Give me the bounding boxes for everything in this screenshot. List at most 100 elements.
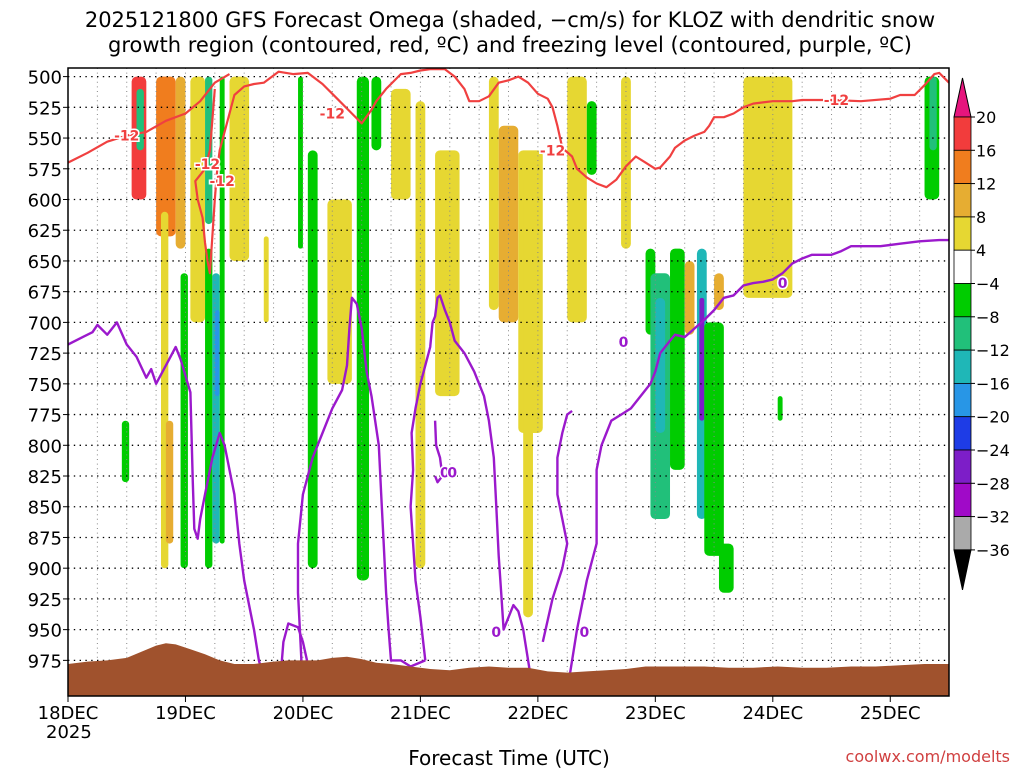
colorbar-tick-label: −24 <box>976 441 1010 460</box>
freezing-level-contour-line <box>296 296 426 692</box>
plot-frame <box>67 67 950 697</box>
omega-region <box>699 297 705 421</box>
colorbar-tick-label: 4 <box>976 241 986 260</box>
colorbar-bin <box>953 216 972 251</box>
y-axis-tick-label: 850 <box>28 498 62 519</box>
colorbar-bottom-arrow <box>953 549 972 591</box>
x-axis-tick-labels: 18DEC 19DEC 20DEC 21DEC 22DEC 23DEC 24DEC 25DEC <box>38 696 921 724</box>
dendritic-contour-label: -12 <box>540 143 565 159</box>
colorbar-tick-label: −36 <box>976 541 1010 560</box>
dendritic-contour-label: -12 <box>824 93 849 109</box>
omega-region <box>704 322 724 556</box>
colorbar-tick-label: −32 <box>976 508 1010 527</box>
omega-region <box>205 76 213 225</box>
x-axis-label: Forecast Time (UTC) <box>408 746 610 768</box>
x-axis-tick-label: 19DEC <box>155 703 216 724</box>
freezing-level-contour-line <box>566 238 949 692</box>
y-axis-tick-label: 750 <box>28 375 62 396</box>
colorbar-tick-label: −12 <box>976 341 1010 360</box>
colorbar-tick-label: 8 <box>976 208 986 227</box>
colorbar-bin <box>953 183 972 218</box>
y-axis-tick-label: 825 <box>28 467 62 488</box>
omega-region <box>684 260 695 335</box>
omega-region <box>165 420 174 544</box>
x-axis-tick-label: 24DEC <box>742 703 803 724</box>
colorbar-bin <box>953 382 972 418</box>
omega-region <box>263 236 269 323</box>
x-axis-tick-label: 20DEC <box>273 703 334 724</box>
omega-region <box>523 174 533 618</box>
colorbar-tick-label: 12 <box>976 175 996 194</box>
omega-region <box>219 76 225 544</box>
freezing-level-contour-label: 0 <box>447 465 457 481</box>
x-axis-year: 2025 <box>46 722 92 743</box>
terrain-area <box>68 643 949 696</box>
dendritic-contour-label: -12 <box>195 157 220 173</box>
omega-region <box>180 273 188 569</box>
omega-region <box>156 76 176 237</box>
omega-region <box>498 125 519 323</box>
omega-region <box>415 101 426 569</box>
colorbar-tick-label: −4 <box>976 275 1000 294</box>
y-axis-tick-label: 725 <box>28 344 62 365</box>
y-axis-tick-labels: 500 525 550 575 600 625 650 675 700 725 750 775 800 8… <box>28 68 68 672</box>
y-axis-tick-label: 650 <box>28 252 62 273</box>
colorbar-bin <box>953 149 972 185</box>
chart-title-line-1: 2025121800 GFS Forecast Omega (shaded, −… <box>85 8 935 32</box>
omega-region <box>655 297 666 434</box>
dendritic-contour-line <box>68 73 231 164</box>
omega-region <box>567 76 587 323</box>
x-axis-tick-label: 21DEC <box>390 703 451 724</box>
colorbar-tick-label: 20 <box>976 108 996 127</box>
omega-region <box>214 310 220 397</box>
y-axis-tick-label: 875 <box>28 528 62 549</box>
omega-shading <box>121 76 940 618</box>
colorbar-bin <box>953 349 972 384</box>
omega-region <box>718 543 734 593</box>
dendritic-contour-line <box>213 68 949 200</box>
colorbar-bin <box>953 449 972 484</box>
y-axis-tick-label: 600 <box>28 190 62 211</box>
freezing-level-contour-label: 0 <box>619 335 629 351</box>
credit-text: coolwx.com/modelts <box>846 747 1010 766</box>
freezing-level-contour-label: 0 <box>579 625 589 641</box>
freezing-level-contour-line <box>433 420 444 484</box>
x-axis-tick-label: 18DEC <box>38 703 99 724</box>
colorbar-tick-label: −8 <box>976 308 1000 327</box>
dendritic-contour-label: -12 <box>320 106 345 122</box>
colorbar-tick-label: −16 <box>976 374 1010 393</box>
colorbar-bin <box>953 516 972 551</box>
chart-title-line-2: growth region (contoured, red, ºC) and f… <box>108 33 912 57</box>
x-axis-tick-label: 25DEC <box>860 703 921 724</box>
omega-region <box>743 76 793 298</box>
omega-region <box>175 76 186 249</box>
colorbar-bin <box>953 116 972 151</box>
freezing-level-contour-label: 0 <box>491 625 501 641</box>
colorbar: 20 16 12 8 4 −4 −8 −12 −16 −20 −24 −28 −32 −36 <box>953 77 1010 591</box>
dendritic-contour-label: -12 <box>114 129 139 145</box>
colorbar-bin <box>953 316 972 351</box>
x-axis-tick-label: 22DEC <box>508 703 569 724</box>
y-axis-tick-label: 700 <box>28 313 62 334</box>
y-axis-tick-label: 525 <box>28 98 62 119</box>
x-axis-tick-label: 23DEC <box>625 703 686 724</box>
dendritic-contour-label: -12 <box>210 174 235 190</box>
y-axis-tick-label: 900 <box>28 559 62 580</box>
colorbar-bin <box>953 482 972 517</box>
colorbar-bin <box>953 283 972 318</box>
y-axis-tick-label: 975 <box>28 651 62 672</box>
colorbar-tick-label: −28 <box>976 474 1010 493</box>
freezing-level-contour-line <box>68 321 265 680</box>
omega-region <box>136 88 144 151</box>
omega-region <box>229 76 250 261</box>
terrain-fill <box>68 643 949 696</box>
y-axis-tick-label: 625 <box>28 221 62 242</box>
y-axis-tick-label: 500 <box>28 68 62 89</box>
omega-region <box>777 396 783 421</box>
y-axis-tick-label: 950 <box>28 621 62 642</box>
y-axis-tick-label: 550 <box>28 129 62 150</box>
omega-region <box>307 150 318 569</box>
omega-region <box>586 101 597 175</box>
